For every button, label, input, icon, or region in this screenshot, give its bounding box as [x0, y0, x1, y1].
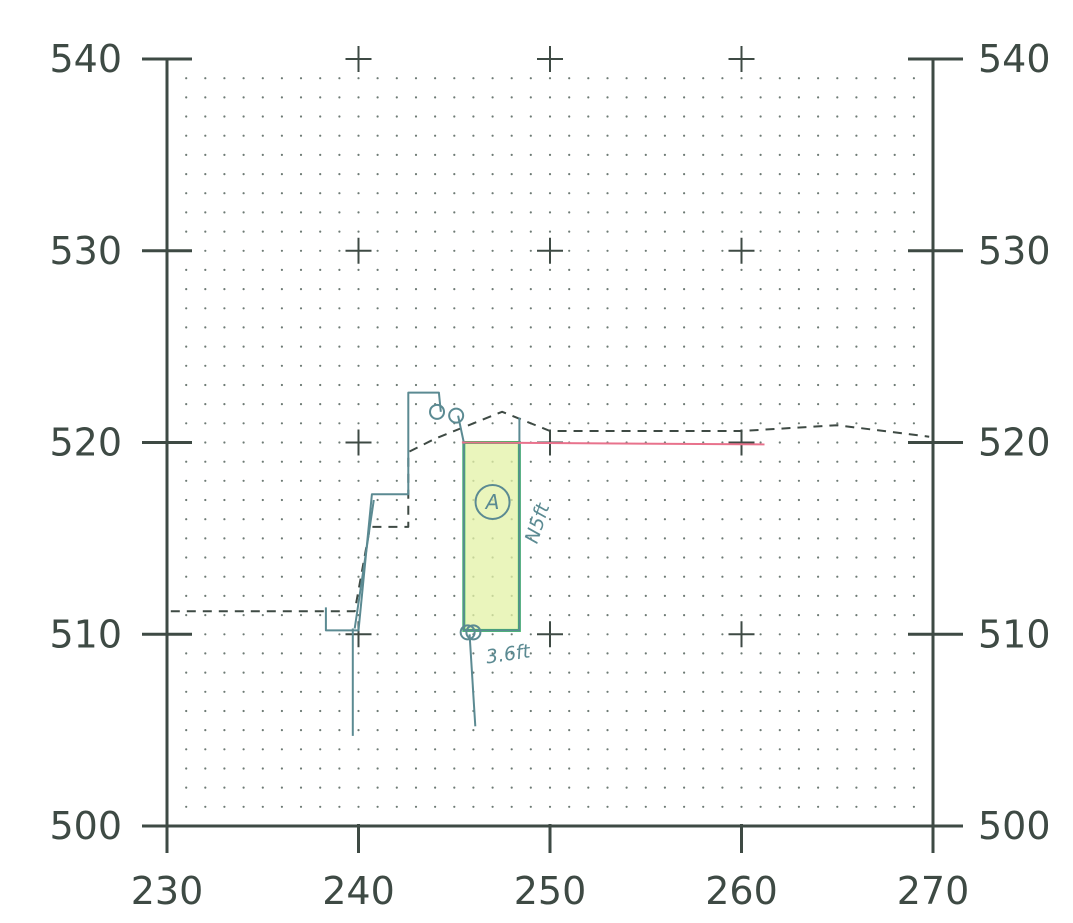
right-tick-label: 500 — [978, 804, 1051, 848]
x-axis-ticks: 230 240 250 260 270 — [131, 824, 970, 913]
right-tick-label: 510 — [978, 612, 1051, 656]
series-lines — [170, 391, 930, 736]
circle-marker — [459, 624, 476, 641]
cross-mark — [728, 429, 755, 456]
right-tick-label: 530 — [978, 229, 1051, 273]
right-tick-label: 540 — [978, 37, 1051, 81]
left-tick-label: 540 — [49, 37, 122, 81]
right-axis-ticks: 500 510 520 530 540 — [908, 37, 1051, 848]
cross-mark — [728, 621, 755, 648]
left-tick-label: 510 — [49, 612, 122, 656]
annotation-text: A — [484, 490, 500, 514]
left-tick-label: 520 — [49, 421, 122, 465]
cross-mark — [537, 237, 563, 264]
annotation-circle — [474, 483, 511, 520]
x-tick-label: 260 — [705, 869, 778, 913]
left-axis-ticks: 500 510 520 530 540 — [49, 37, 192, 848]
x-tick-label: 250 — [514, 869, 587, 913]
cross-mark — [345, 46, 372, 72]
circle-marker — [429, 403, 446, 420]
circle-markers — [429, 403, 482, 641]
highlight-rect — [462, 441, 521, 632]
cross-mark — [728, 237, 755, 264]
cross-mark — [345, 429, 372, 456]
cross-mark — [728, 46, 755, 72]
series-line-6 — [461, 441, 765, 446]
annotation-0: A — [474, 483, 511, 520]
cross-mark — [345, 237, 372, 264]
right-tick-label: 520 — [978, 421, 1051, 465]
x-tick-label: 270 — [897, 869, 970, 913]
circle-marker — [465, 624, 482, 641]
series-line-1 — [324, 391, 442, 632]
x-tick-label: 230 — [131, 869, 204, 913]
cross-mark — [537, 46, 563, 72]
series-line-2 — [353, 499, 375, 629]
x-tick-label: 240 — [322, 869, 395, 913]
annotation-2: 3.6ft — [485, 640, 534, 668]
circle-marker — [448, 407, 465, 424]
highlight-region — [462, 441, 521, 632]
left-tick-label: 530 — [49, 229, 122, 273]
cross-mark — [537, 621, 563, 648]
annotation-text: 3.6ft — [485, 640, 534, 668]
left-tick-label: 500 — [49, 804, 122, 848]
series-line-4 — [468, 634, 477, 727]
series-line-5 — [457, 415, 521, 632]
